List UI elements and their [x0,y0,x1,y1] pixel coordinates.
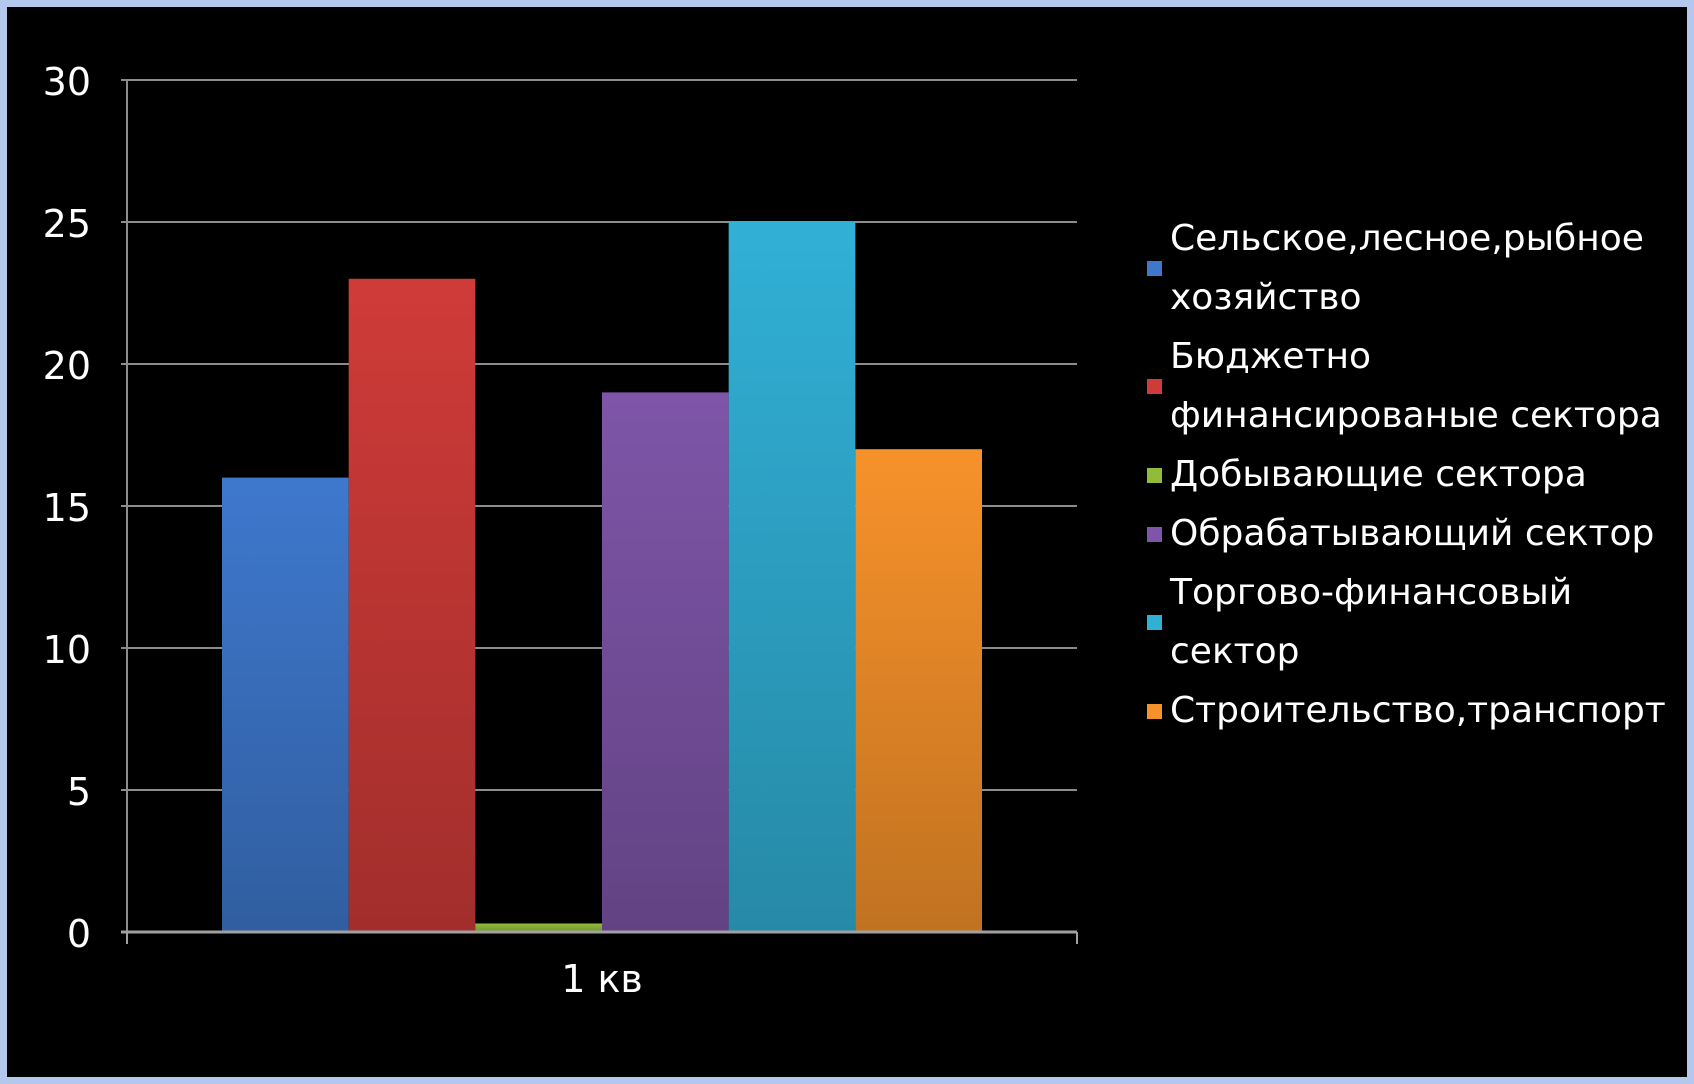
bar-shade [222,477,349,932]
legend-label: Добывающие сектора [1170,454,1587,495]
legend-label: Строительство,транспорт [1170,690,1666,731]
bar-chart: 0 5 10 15 20 25 30 1 кв [43,60,1078,1001]
y-tick-label: 20 [43,344,91,388]
legend-swatch [1147,379,1162,394]
y-tick-label: 5 [67,770,91,814]
legend-item: Сельское,лесное,рыбное хозяйство [1137,209,1687,327]
legend-swatch [1147,526,1162,542]
bar-shade [855,449,982,932]
bar-shade [348,278,476,932]
y-tick-label: 15 [43,486,91,530]
legend-item: Обрабатывающий сектор [1137,504,1687,563]
legend-item: Добывающие сектора [1137,445,1687,504]
bar-shade [475,923,602,932]
chart-frame: 0 5 10 15 20 25 30 1 кв Сельское,лесное,рыбное … [7,7,1687,1077]
legend-item: Бюджетно финансированые сектора [1137,327,1687,445]
legend-label: Обрабатывающий сектор [1170,513,1655,554]
tick-labels: 0 5 10 15 20 25 30 1 кв [43,60,643,1001]
legend-label: Торгово-финансовый сектор [1170,572,1573,672]
bars [222,222,982,932]
legend: Сельское,лесное,рыбное хозяйство Бюджетно… [1137,209,1687,740]
legend-item: Торгово-финансовый сектор [1137,563,1687,681]
bar-shade [728,222,856,932]
bar-shade [602,392,729,932]
axes [121,80,1078,944]
legend-label: Сельское,лесное,рыбное хозяйство [1170,218,1644,318]
y-tick-label: 30 [43,60,91,104]
y-tick-label: 25 [43,202,91,246]
y-tick-label: 0 [67,912,91,956]
legend-label: Бюджетно финансированые сектора [1170,336,1662,436]
legend-item: Строительство,транспорт [1137,681,1687,740]
y-tick-label: 10 [43,628,91,672]
legend-swatch [1147,703,1162,719]
x-tick-label: 1 кв [561,957,643,1001]
legend-swatch [1147,467,1162,483]
legend-swatch [1147,615,1162,630]
legend-swatch [1147,261,1162,276]
